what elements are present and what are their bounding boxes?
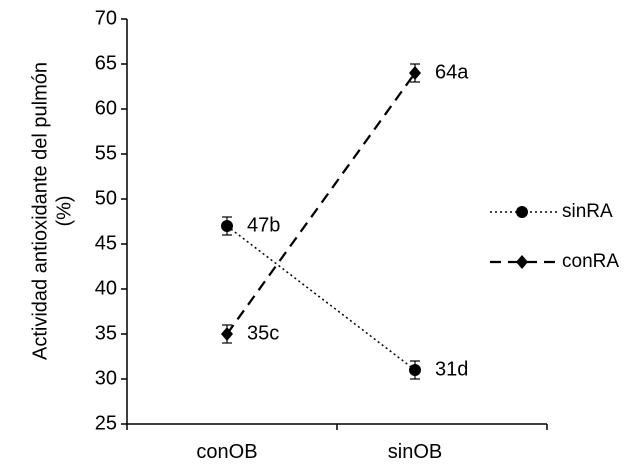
series-line-sinRA <box>226 225 416 371</box>
series-sinRA: 47b 31d <box>221 214 468 380</box>
legend-item-conRA: conRA <box>490 251 619 272</box>
x-tick-label: sinOB <box>388 441 442 463</box>
series-line-conRA <box>226 72 416 335</box>
legend-label-conRA: conRA <box>562 251 619 272</box>
y-tick-label: 35 <box>95 322 117 344</box>
data-label-conRA: 35c <box>247 322 279 344</box>
y-tick-label: 60 <box>95 97 117 119</box>
data-point-sinRA <box>409 364 421 376</box>
axes: 25 30 35 40 45 50 55 60 65 70 conOB sinOB <box>95 7 548 463</box>
y-axis-title-line1: Actividad antioxidante del pulmón <box>29 62 51 360</box>
legend-marker-conRA <box>516 255 528 269</box>
y-tick-label: 45 <box>95 232 117 254</box>
y-tick-label: 55 <box>95 142 117 164</box>
y-tick-label: 70 <box>95 7 117 29</box>
data-label-sinRA: 31d <box>435 358 468 380</box>
data-point-sinRA <box>221 220 233 232</box>
y-axis-title: Actividad antioxidante del pulmón (%) <box>29 62 75 360</box>
series-layer: 47b 31d 35c 64a <box>221 61 469 380</box>
legend-label-sinRA: sinRA <box>562 201 613 222</box>
x-tick-label: conOB <box>196 441 257 463</box>
y-tick-label: 30 <box>95 367 117 389</box>
data-label-sinRA: 47b <box>247 214 280 236</box>
legend: sinRA conRA <box>490 201 619 272</box>
legend-marker-sinRA <box>516 206 528 218</box>
y-tick-label: 65 <box>95 52 117 74</box>
data-point-conRA <box>409 66 421 80</box>
data-point-conRA <box>221 327 233 341</box>
legend-item-sinRA: sinRA <box>490 201 613 222</box>
y-tick-label: 40 <box>95 277 117 299</box>
y-tick-label: 25 <box>95 412 117 434</box>
y-axis-title-line2: (%) <box>53 195 75 226</box>
y-tick-label: 50 <box>95 187 117 209</box>
series-conRA: 35c 64a <box>221 61 469 344</box>
data-label-conRA: 64a <box>435 61 469 83</box>
